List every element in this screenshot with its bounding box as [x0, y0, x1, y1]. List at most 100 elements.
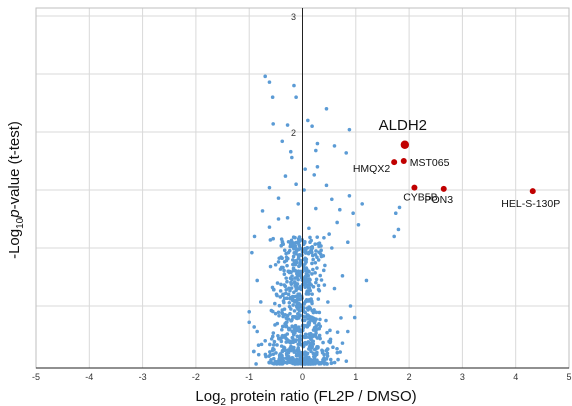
data-point: [284, 353, 289, 357]
data-point: [352, 315, 357, 320]
data-point: [291, 337, 295, 341]
data-point: [295, 334, 300, 339]
data-point: [302, 188, 306, 192]
data-point: [311, 257, 315, 262]
highlight-point: [440, 185, 447, 192]
data-point: [321, 268, 326, 273]
data-point: [254, 362, 258, 366]
data-point: [268, 353, 273, 357]
data-point: [268, 350, 272, 354]
data-point: [277, 355, 282, 360]
data-point: [325, 330, 329, 335]
data-point: [291, 258, 295, 262]
y-axis-label-italic: p: [6, 209, 23, 218]
data-point: [302, 357, 307, 361]
data-point: [314, 352, 318, 356]
highlight-label: ALDH2: [379, 117, 427, 134]
data-point: [284, 324, 288, 329]
data-point: [259, 342, 264, 347]
data-point: [303, 251, 308, 255]
data-point: [278, 295, 283, 299]
data-point: [364, 278, 369, 283]
data-point: [293, 235, 297, 240]
data-point: [276, 260, 281, 264]
data-point: [271, 331, 276, 335]
data-point: [285, 279, 289, 284]
data-point: [280, 327, 284, 332]
data-point: [316, 297, 321, 301]
data-point: [294, 314, 298, 319]
data-point: [295, 274, 300, 279]
data-point: [317, 321, 321, 326]
data-point: [283, 284, 288, 289]
data-point: [276, 196, 281, 200]
data-point: [284, 287, 288, 292]
data-point: [263, 74, 267, 79]
y-tick-label: 2: [291, 128, 296, 138]
data-point: [307, 270, 311, 274]
data-point: [285, 216, 290, 220]
data-point: [282, 300, 286, 305]
data-point: [356, 223, 361, 227]
data-point: [275, 281, 280, 285]
data-point: [296, 347, 300, 352]
x-axis-label-sub: 2: [220, 397, 226, 406]
data-point: [312, 173, 317, 177]
x-tick-label: 1: [353, 372, 358, 382]
data-point: [268, 238, 273, 242]
data-point: [305, 313, 310, 317]
data-point: [268, 264, 273, 269]
data-point: [258, 300, 263, 304]
data-point: [277, 336, 281, 341]
x-tick-label: -1: [245, 372, 253, 382]
data-point: [277, 256, 282, 261]
data-point: [314, 249, 318, 253]
data-point: [273, 262, 278, 267]
data-point: [315, 345, 319, 349]
data-point: [327, 232, 331, 236]
data-point: [291, 262, 295, 267]
data-point: [269, 358, 273, 362]
data-point: [322, 362, 327, 366]
background-points: [247, 74, 402, 366]
data-point: [316, 258, 321, 262]
data-point: [313, 318, 317, 323]
data-point: [339, 316, 343, 320]
x-axis-label: Log2 protein ratio (FL2P / DMSO): [195, 388, 416, 406]
data-point: [286, 292, 291, 297]
data-point: [286, 250, 291, 255]
data-point: [268, 342, 272, 347]
data-point: [287, 300, 292, 305]
data-point: [280, 239, 285, 244]
data-point: [298, 297, 302, 302]
data-point: [314, 310, 319, 315]
data-point: [303, 332, 308, 337]
data-point: [322, 352, 326, 357]
data-point: [296, 292, 300, 296]
data-point: [298, 342, 302, 347]
data-point: [278, 360, 282, 364]
data-point: [291, 266, 296, 270]
data-point: [298, 259, 303, 263]
data-point: [332, 286, 337, 291]
data-point: [289, 347, 294, 351]
highlight-label: HMQX2: [353, 163, 391, 175]
data-point: [294, 182, 298, 186]
data-point: [315, 141, 320, 146]
data-point: [305, 245, 310, 250]
data-point: [315, 266, 319, 270]
data-point: [304, 271, 309, 276]
y-axis-label: -Log10p-value (t-test): [6, 121, 26, 259]
data-point: [271, 343, 276, 347]
data-point: [285, 263, 289, 268]
data-point: [319, 278, 324, 282]
data-point: [302, 318, 307, 323]
data-point: [310, 339, 314, 344]
data-point: [290, 155, 294, 160]
data-point: [318, 336, 322, 341]
data-point: [313, 261, 318, 265]
x-tick-label: -5: [32, 372, 40, 382]
x-tick-label: 4: [513, 372, 518, 382]
data-point: [338, 207, 342, 212]
data-point: [396, 227, 401, 232]
